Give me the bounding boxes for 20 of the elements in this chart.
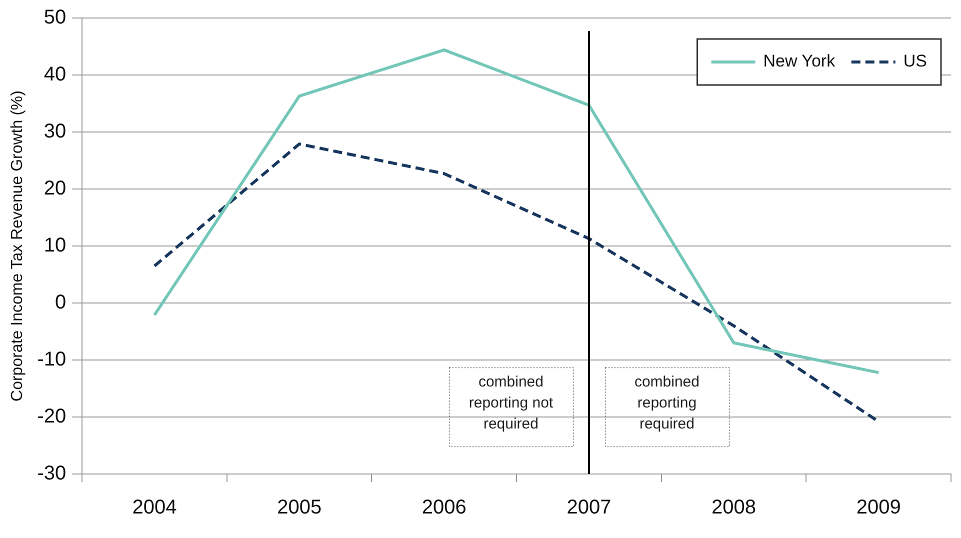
y-tick-label: 30 [44, 120, 66, 143]
y-tick-label: -10 [37, 348, 66, 371]
annotation: combined reporting required [634, 374, 700, 433]
legend-label: US [903, 52, 928, 71]
y-tick-label: 20 [44, 178, 66, 200]
x-tick-label: 2006 [422, 496, 466, 519]
y-tick-label: 10 [44, 234, 66, 257]
x-tick-label: 2009 [856, 496, 901, 519]
x-tick-label: 2007 [566, 496, 612, 519]
y-tick-label: -20 [37, 406, 66, 428]
x-tick-label: 2004 [132, 496, 177, 519]
y-tick-label: 50 [44, 6, 66, 29]
y-axis-title: Corporate Income Tax Revenue Growth (%) [9, 90, 26, 402]
annotation: combined reporting not required [468, 374, 554, 433]
y-tick-label: 0 [54, 292, 66, 314]
legend-label: New York [763, 52, 836, 71]
x-tick-label: 2008 [712, 496, 756, 519]
y-tick-label: -30 [37, 462, 66, 485]
x-tick-label: 2005 [277, 496, 322, 519]
y-tick-label: 40 [44, 64, 66, 86]
